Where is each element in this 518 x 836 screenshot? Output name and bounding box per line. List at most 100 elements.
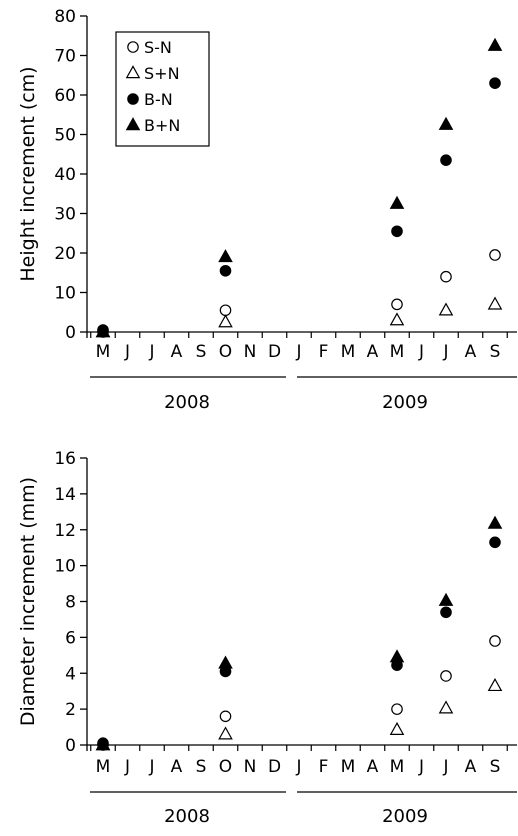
year-label-2009: 2009 xyxy=(382,392,428,413)
legend-marker-B-N xyxy=(127,93,139,105)
data-point-S+N xyxy=(389,721,405,735)
data-point-B-N xyxy=(440,154,452,166)
data-point-S+N xyxy=(487,296,503,310)
x-tick-label: N xyxy=(244,757,257,777)
data-point-B+N xyxy=(218,655,233,669)
legend-marker-S-N xyxy=(127,41,139,53)
data-point-B+N xyxy=(389,649,405,663)
y-tick-label: 50 xyxy=(54,126,76,146)
y-tick-label: 70 xyxy=(54,47,76,67)
y-tick-label: 2 xyxy=(65,700,76,720)
y-tick-label: 30 xyxy=(54,205,76,225)
x-tick-label: F xyxy=(319,342,329,362)
data-point-B-N xyxy=(219,264,232,277)
y-tick-label: 16 xyxy=(54,449,76,469)
data-point-B+N xyxy=(438,592,454,606)
legend-marker-B+N xyxy=(125,117,141,131)
x-tick-label: J xyxy=(148,342,154,362)
x-tick-label: J xyxy=(442,342,448,362)
legend-label: B+N xyxy=(144,116,180,135)
x-tick-label: S xyxy=(196,757,207,777)
data-point-B-N xyxy=(440,606,452,619)
y-tick-label: 14 xyxy=(54,485,76,505)
x-tick-label: J xyxy=(295,342,301,362)
x-tick-label: S xyxy=(490,342,501,362)
y-tick-label: 40 xyxy=(54,165,76,185)
legend-label: S-N xyxy=(144,38,172,57)
x-tick-label: J xyxy=(442,757,448,777)
x-tick-label: M xyxy=(341,342,356,362)
x-tick-label: S xyxy=(196,342,207,362)
legend-label: B-N xyxy=(144,90,173,109)
y-tick-label: 0 xyxy=(65,736,76,756)
data-point-S-N xyxy=(440,670,452,682)
x-tick-label: J xyxy=(148,757,154,777)
y-tick-label: 10 xyxy=(54,284,76,304)
x-tick-label: A xyxy=(465,757,477,777)
data-point-S+N xyxy=(487,677,503,692)
x-tick-label: D xyxy=(268,342,281,362)
x-tick-label: D xyxy=(268,757,281,777)
x-tick-label: M xyxy=(390,342,405,362)
x-tick-label: J xyxy=(418,757,424,777)
x-tick-label: O xyxy=(219,757,232,777)
data-point-S-N xyxy=(219,710,232,723)
x-tick-label: N xyxy=(244,342,257,362)
x-tick-label: J xyxy=(295,757,301,777)
data-point-S-N xyxy=(440,270,452,283)
x-tick-label: A xyxy=(465,342,477,362)
data-point-B+N xyxy=(218,249,233,263)
y-axis-title: Diameter increment (mm) xyxy=(17,477,39,726)
data-point-S-N xyxy=(391,703,403,715)
data-point-S+N xyxy=(389,312,405,326)
data-point-B+N xyxy=(389,195,405,209)
x-tick-label: J xyxy=(418,342,424,362)
data-point-B+N xyxy=(95,737,111,751)
year-label-2008: 2008 xyxy=(164,806,210,827)
legend: S-N S+N B-N B+N xyxy=(115,31,210,147)
data-point-S-N xyxy=(489,249,501,261)
data-point-S+N xyxy=(218,726,233,740)
data-point-S+N xyxy=(218,314,233,328)
x-tick-label: J xyxy=(124,342,130,362)
y-tick-label: 4 xyxy=(65,664,76,684)
y-tick-label: 6 xyxy=(65,628,76,648)
data-point-S+N xyxy=(438,700,454,714)
x-tick-label: O xyxy=(219,342,232,362)
data-point-S+N xyxy=(438,302,454,316)
x-tick-label: A xyxy=(171,757,183,777)
x-tick-label: A xyxy=(367,342,379,362)
data-point-B+N xyxy=(95,324,111,338)
data-point-B-N xyxy=(489,77,501,89)
data-point-B-N xyxy=(391,225,403,238)
y-tick-label: 12 xyxy=(54,521,76,541)
y-tick-label: 10 xyxy=(54,557,76,577)
x-tick-label: M xyxy=(96,342,111,362)
x-tick-label: A xyxy=(367,757,379,777)
x-tick-label: A xyxy=(171,342,183,362)
x-tick-label: M xyxy=(341,757,356,777)
y-tick-label: 8 xyxy=(65,593,76,613)
x-tick-label: S xyxy=(490,757,501,777)
data-point-S-N xyxy=(391,298,403,311)
data-point-S-N xyxy=(219,304,232,317)
data-point-B+N xyxy=(438,116,454,130)
year-label-2009: 2009 xyxy=(382,806,428,827)
year-label-2008: 2008 xyxy=(164,392,210,413)
x-tick-label: F xyxy=(319,757,329,777)
y-tick-label: 20 xyxy=(54,244,76,264)
y-tick-label: 60 xyxy=(54,86,76,106)
legend-label: S+N xyxy=(144,64,180,83)
y-axis-title: Height increment (cm) xyxy=(17,66,39,281)
data-point-B+N xyxy=(487,515,503,529)
x-tick-label: M xyxy=(390,757,405,777)
x-tick-label: J xyxy=(124,757,130,777)
data-point-B-N xyxy=(489,536,501,549)
y-tick-label: 80 xyxy=(54,7,76,27)
data-point-S-N xyxy=(489,635,501,647)
legend-marker-S+N xyxy=(125,65,141,79)
data-point-B+N xyxy=(487,37,503,51)
